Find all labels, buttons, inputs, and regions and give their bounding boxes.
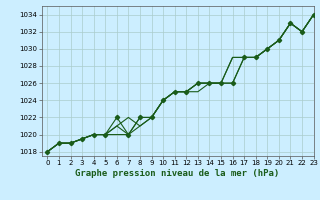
X-axis label: Graphe pression niveau de la mer (hPa): Graphe pression niveau de la mer (hPa)	[76, 169, 280, 178]
